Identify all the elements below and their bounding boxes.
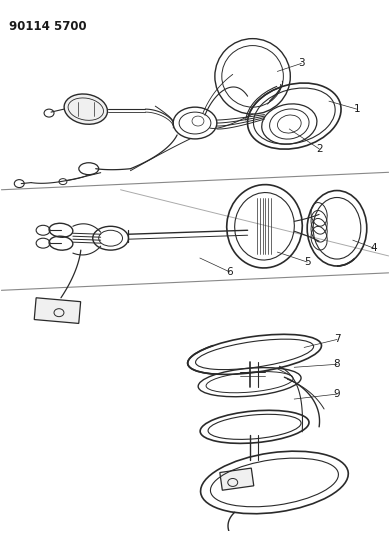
Ellipse shape [64,94,108,124]
Text: 90114 5700: 90114 5700 [9,20,87,33]
Text: 4: 4 [370,243,377,253]
Text: 1: 1 [353,104,360,114]
Text: 2: 2 [316,144,323,154]
Text: 5: 5 [304,257,310,267]
Bar [34,298,81,324]
Text: 8: 8 [334,359,340,369]
Bar [220,468,254,490]
Text: 3: 3 [298,59,305,68]
Text: 6: 6 [227,267,233,277]
Text: 9: 9 [334,389,340,399]
Text: 7: 7 [334,335,340,344]
